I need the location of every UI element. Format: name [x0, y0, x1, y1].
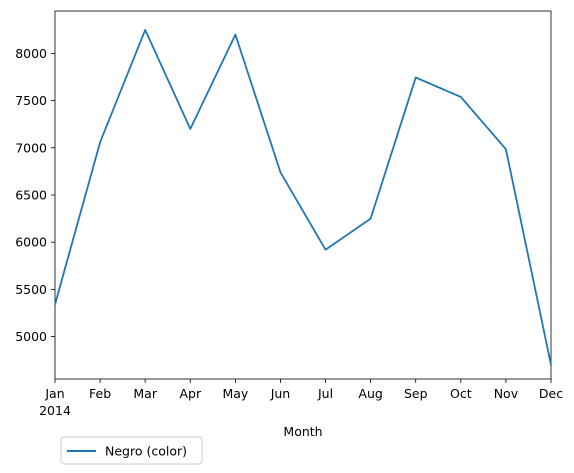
x-tick-label: Jan	[44, 386, 64, 401]
x-tick-label: Aug	[358, 386, 382, 401]
x-tick-label: Jul	[317, 386, 333, 401]
x-tick-label: Feb	[89, 386, 111, 401]
y-tick-label: 5500	[15, 282, 47, 297]
x-tick-label: Mar	[133, 386, 157, 401]
y-axis: 5000 5500 6000 6500 7000 7500 8000	[15, 46, 55, 344]
plot-frame	[54, 10, 552, 380]
x-tick-label: Oct	[450, 386, 472, 401]
y-tick-label: 8000	[15, 46, 47, 61]
x-tick-label: Sep	[404, 386, 428, 401]
x-tick-label: Jun	[270, 386, 291, 401]
x-tick-label: Apr	[179, 386, 201, 401]
x-tick-label: Dec	[539, 386, 563, 401]
x-axis: Jan Feb Mar Apr May Jun Jul Aug Sep Oct Nov Dec	[44, 379, 563, 401]
legend-label: Negro (color)	[105, 444, 187, 459]
plot-area	[54, 10, 552, 380]
series-line	[54, 28, 552, 365]
x-tick-label: May	[222, 386, 248, 401]
y-tick-label: 5000	[15, 329, 47, 344]
y-tick-label: 6000	[15, 235, 47, 250]
x-axis-year-label: 2014	[39, 403, 71, 418]
y-tick-label: 7500	[15, 93, 47, 108]
y-tick-label: 7000	[15, 140, 47, 155]
legend-box	[60, 436, 203, 465]
y-tick-label: 6500	[15, 188, 47, 203]
series-layer	[54, 28, 552, 365]
legend: Negro (color)	[60, 436, 203, 465]
x-tick-label: Nov	[494, 386, 519, 401]
x-axis-title: Month	[283, 424, 322, 439]
